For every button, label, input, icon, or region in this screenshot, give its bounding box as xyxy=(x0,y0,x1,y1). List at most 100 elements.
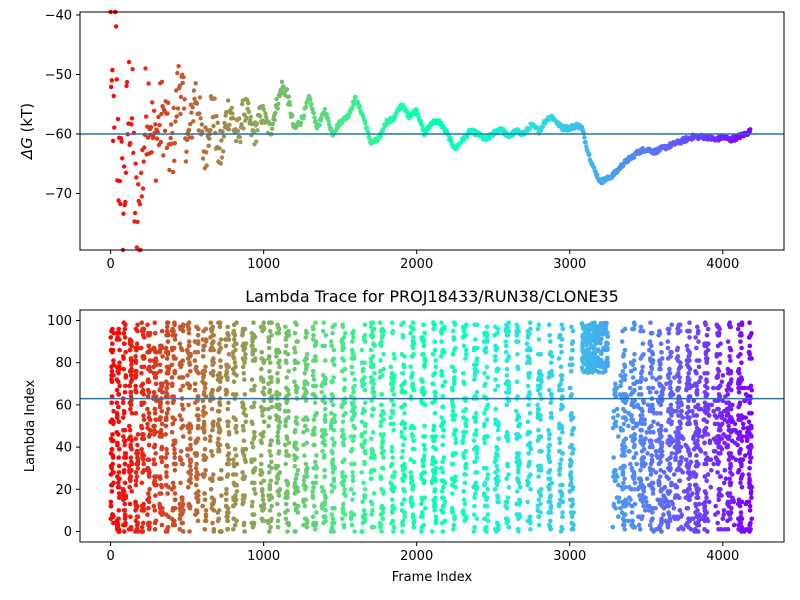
lambda-point xyxy=(410,446,416,452)
lambda-point xyxy=(603,347,608,353)
lambda-point xyxy=(185,446,190,452)
lambda-point xyxy=(590,352,596,358)
lambda-point xyxy=(557,423,563,429)
lambda-point xyxy=(527,345,532,351)
lambda-point xyxy=(234,373,239,378)
lambda-point xyxy=(667,461,673,467)
lambda-point xyxy=(302,371,308,376)
lambda-point xyxy=(525,518,530,524)
lambda-point xyxy=(215,421,221,427)
lambda-point xyxy=(196,326,201,332)
lambda-point xyxy=(717,352,723,357)
lambda-point xyxy=(321,514,326,519)
lambda-point xyxy=(158,476,163,482)
lambda-point xyxy=(232,446,238,452)
lambda-point xyxy=(233,482,239,488)
lambda-point xyxy=(295,468,301,473)
lambda-point xyxy=(275,463,281,469)
lambda-point xyxy=(440,394,446,399)
lambda-point xyxy=(323,358,328,363)
lambda-point xyxy=(569,503,574,509)
lambda-point xyxy=(362,387,368,393)
lambda-point xyxy=(203,514,209,519)
lambda-point xyxy=(536,413,542,418)
lambda-point xyxy=(121,330,127,336)
lambda-point xyxy=(495,383,501,389)
lambda-point xyxy=(234,392,239,397)
lambda-point xyxy=(275,430,281,435)
lambda-point xyxy=(494,463,500,469)
lambda-point xyxy=(267,508,273,513)
lambda-point xyxy=(504,402,510,408)
lambda-point xyxy=(601,322,606,328)
lambda-point xyxy=(240,364,246,370)
delta-g-point xyxy=(171,105,176,111)
lambda-point xyxy=(494,368,500,374)
lambda-point xyxy=(604,331,610,337)
delta-g-point xyxy=(207,136,212,141)
lambda-point xyxy=(547,387,552,393)
lambda-point xyxy=(139,371,144,376)
lambda-point xyxy=(696,328,701,334)
lambda-point xyxy=(313,463,319,469)
lambda-point xyxy=(127,484,132,490)
lambda-point xyxy=(505,499,510,505)
lambda-point xyxy=(159,421,165,427)
lambda-point xyxy=(249,440,255,446)
lambda-point xyxy=(219,476,224,482)
lambda-point xyxy=(717,383,723,389)
lambda-point xyxy=(193,366,198,372)
lambda-point xyxy=(284,436,290,442)
lambda-point xyxy=(484,364,490,370)
lambda-point xyxy=(286,440,292,446)
delta-g-point xyxy=(230,111,235,116)
lambda-point xyxy=(568,510,574,515)
lambda-point xyxy=(381,411,387,416)
lambda-point xyxy=(319,383,325,389)
lambda-point xyxy=(390,379,396,385)
lambda-point xyxy=(122,326,128,332)
lambda-point xyxy=(362,375,367,380)
lambda-point xyxy=(622,476,627,482)
lambda-point xyxy=(638,371,644,376)
lambda-point xyxy=(736,354,741,359)
lambda-point xyxy=(163,482,169,488)
lambda-point xyxy=(473,444,479,450)
lambda-point xyxy=(495,326,501,332)
lambda-point xyxy=(180,383,186,389)
lambda-point xyxy=(216,349,222,355)
lambda-point xyxy=(439,520,445,526)
delta-g-point xyxy=(129,122,134,127)
lambda-point xyxy=(676,371,681,376)
delta-g-point xyxy=(237,135,242,140)
lambda-point xyxy=(471,362,477,368)
lambda-point xyxy=(537,371,543,376)
lambda-point xyxy=(304,518,310,524)
lambda-point xyxy=(715,333,721,338)
lambda-point xyxy=(684,411,690,416)
lambda-point xyxy=(431,438,437,444)
lambda-point xyxy=(569,480,574,486)
lambda-point xyxy=(409,423,415,429)
lambda-point xyxy=(188,442,193,448)
lambda-point xyxy=(192,387,198,393)
lambda-point xyxy=(217,371,222,376)
lambda-point xyxy=(433,394,438,399)
lambda-point xyxy=(649,423,654,429)
lambda-point xyxy=(350,330,355,336)
lambda-point xyxy=(461,489,467,494)
lambda-point xyxy=(715,406,720,412)
lambda-point xyxy=(400,468,406,473)
lambda-point xyxy=(224,510,230,515)
lambda-point xyxy=(515,339,521,344)
lambda-point xyxy=(329,459,335,465)
lambda-point xyxy=(133,387,138,393)
lambda-point xyxy=(669,413,674,418)
lambda-point xyxy=(411,341,417,347)
lambda-point xyxy=(420,400,425,406)
lambda-point xyxy=(311,326,316,332)
lambda-point xyxy=(129,362,134,368)
lambda-point xyxy=(593,355,599,361)
lambda-point xyxy=(146,491,151,496)
lambda-point xyxy=(658,362,663,368)
